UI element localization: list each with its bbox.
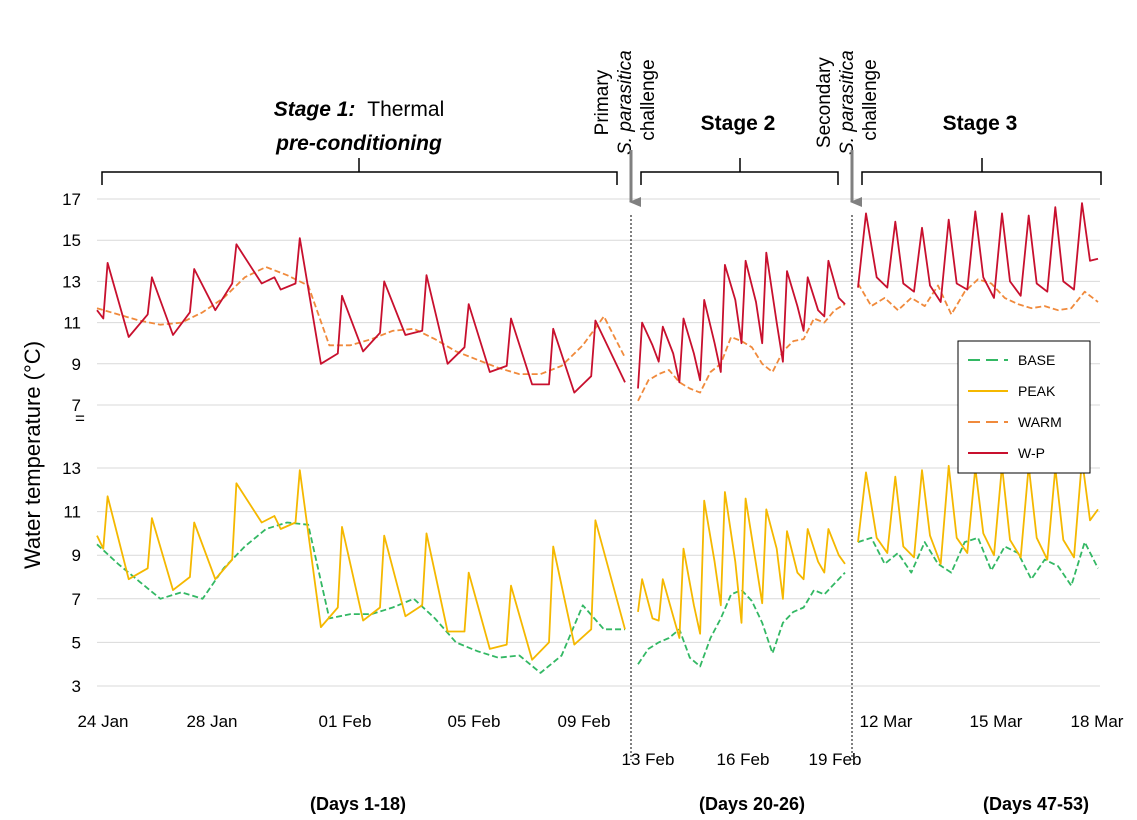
challenge2-line2: S. parasitica	[837, 50, 858, 155]
stage1-brace	[101, 158, 618, 185]
legend-label-warm: WARM	[1018, 414, 1062, 430]
legend-label-peak: PEAK	[1018, 383, 1056, 399]
legend-items: BASE PEAK WARM W-P	[968, 352, 1062, 461]
y-tick-label: 5	[72, 633, 81, 652]
series-line-base-stage1	[96, 521, 625, 674]
y-tick-label: 9	[72, 355, 81, 374]
y-tick-label: 9	[72, 546, 81, 565]
series-line-base-stage3	[857, 536, 1099, 587]
series-line-base-stage2	[637, 571, 846, 668]
x-tick-label: 15 Mar	[970, 712, 1023, 731]
x-tick-label: 24 Jan	[77, 712, 128, 731]
y-tick-labels: 7 9 11 13 15 17 3 5 7 9 11 13	[62, 190, 81, 696]
x-tick-label: 28 Jan	[186, 712, 237, 731]
y-tick-label: 11	[63, 503, 81, 522]
series-line-w-p-stage2	[637, 251, 846, 389]
stage2-brace	[640, 158, 839, 185]
series-line-warm-stage1	[96, 266, 626, 376]
y-axis-label: Water temperature (°C)	[20, 341, 45, 569]
series-line-warm-stage2	[637, 303, 846, 402]
y-tick-label: 13	[62, 272, 81, 291]
x-tick-label: 16 Feb	[717, 750, 770, 769]
series-line-w-p-stage3	[857, 202, 1099, 303]
series-line-peak-stage2	[637, 491, 846, 639]
x-tick-label: 18 Mar	[1071, 712, 1124, 731]
challenge1-line1: Primary	[592, 69, 613, 135]
stage-braces	[101, 158, 1102, 185]
series-line-peak-stage1	[96, 469, 626, 661]
challenge2-line1: Secondary	[814, 57, 835, 148]
days-label-stage1: (Days 1-18)	[310, 794, 406, 814]
axis-break-symbol: =	[75, 409, 85, 428]
legend-label-w-p: W-P	[1018, 445, 1045, 461]
series-line-w-p-stage1	[96, 237, 626, 394]
y-tick-label: 17	[62, 190, 81, 209]
x-tick-label: 05 Feb	[448, 712, 501, 731]
challenge2-line3: challenge	[860, 59, 881, 140]
stage1-heading-normal: Thermal	[367, 98, 444, 121]
x-tick-label: 01 Feb	[319, 712, 372, 731]
y-tick-label: 13	[62, 459, 81, 478]
challenge1-line2: S. parasitica	[615, 50, 636, 155]
legend-label-base: BASE	[1018, 352, 1055, 368]
days-label-stage2: (Days 20-26)	[699, 794, 805, 814]
legend: BASE PEAK WARM W-P	[957, 340, 1091, 474]
stage1-heading-line2: pre-conditioning	[275, 132, 442, 155]
x-tick-labels: 24 Jan 28 Jan 01 Feb 05 Feb 09 Feb 13 Fe…	[77, 712, 1123, 769]
series-layer	[96, 202, 1099, 674]
y-tick-label: 15	[62, 231, 81, 250]
legend-box	[957, 340, 1091, 474]
y-tick-label: 11	[63, 314, 81, 333]
series-line-warm-stage3	[857, 278, 1099, 316]
x-tick-label: 09 Feb	[558, 712, 611, 731]
challenge2-text: Secondary S. parasitica challenge	[814, 45, 881, 155]
gridlines	[97, 198, 1100, 687]
challenge1-text: Primary S. parasitica challenge	[592, 45, 659, 155]
y-tick-label: 7	[72, 396, 81, 415]
challenge1-line3: challenge	[638, 59, 659, 140]
y-tick-label: 3	[72, 677, 81, 696]
x-tick-label: 19 Feb	[809, 750, 862, 769]
stage3-brace	[861, 158, 1102, 185]
series-line-peak-stage3	[857, 458, 1099, 565]
stage2-heading: Stage 2	[701, 112, 776, 135]
x-tick-label: 12 Mar	[860, 712, 913, 731]
y-tick-label: 7	[72, 590, 81, 609]
stage1-heading: Stage 1: Thermal	[274, 98, 445, 121]
days-label-stage3: (Days 47-53)	[983, 794, 1089, 814]
stage1-heading-italic: Stage 1:	[274, 98, 356, 121]
x-tick-label: 13 Feb	[622, 750, 675, 769]
stage3-heading: Stage 3	[943, 112, 1018, 135]
